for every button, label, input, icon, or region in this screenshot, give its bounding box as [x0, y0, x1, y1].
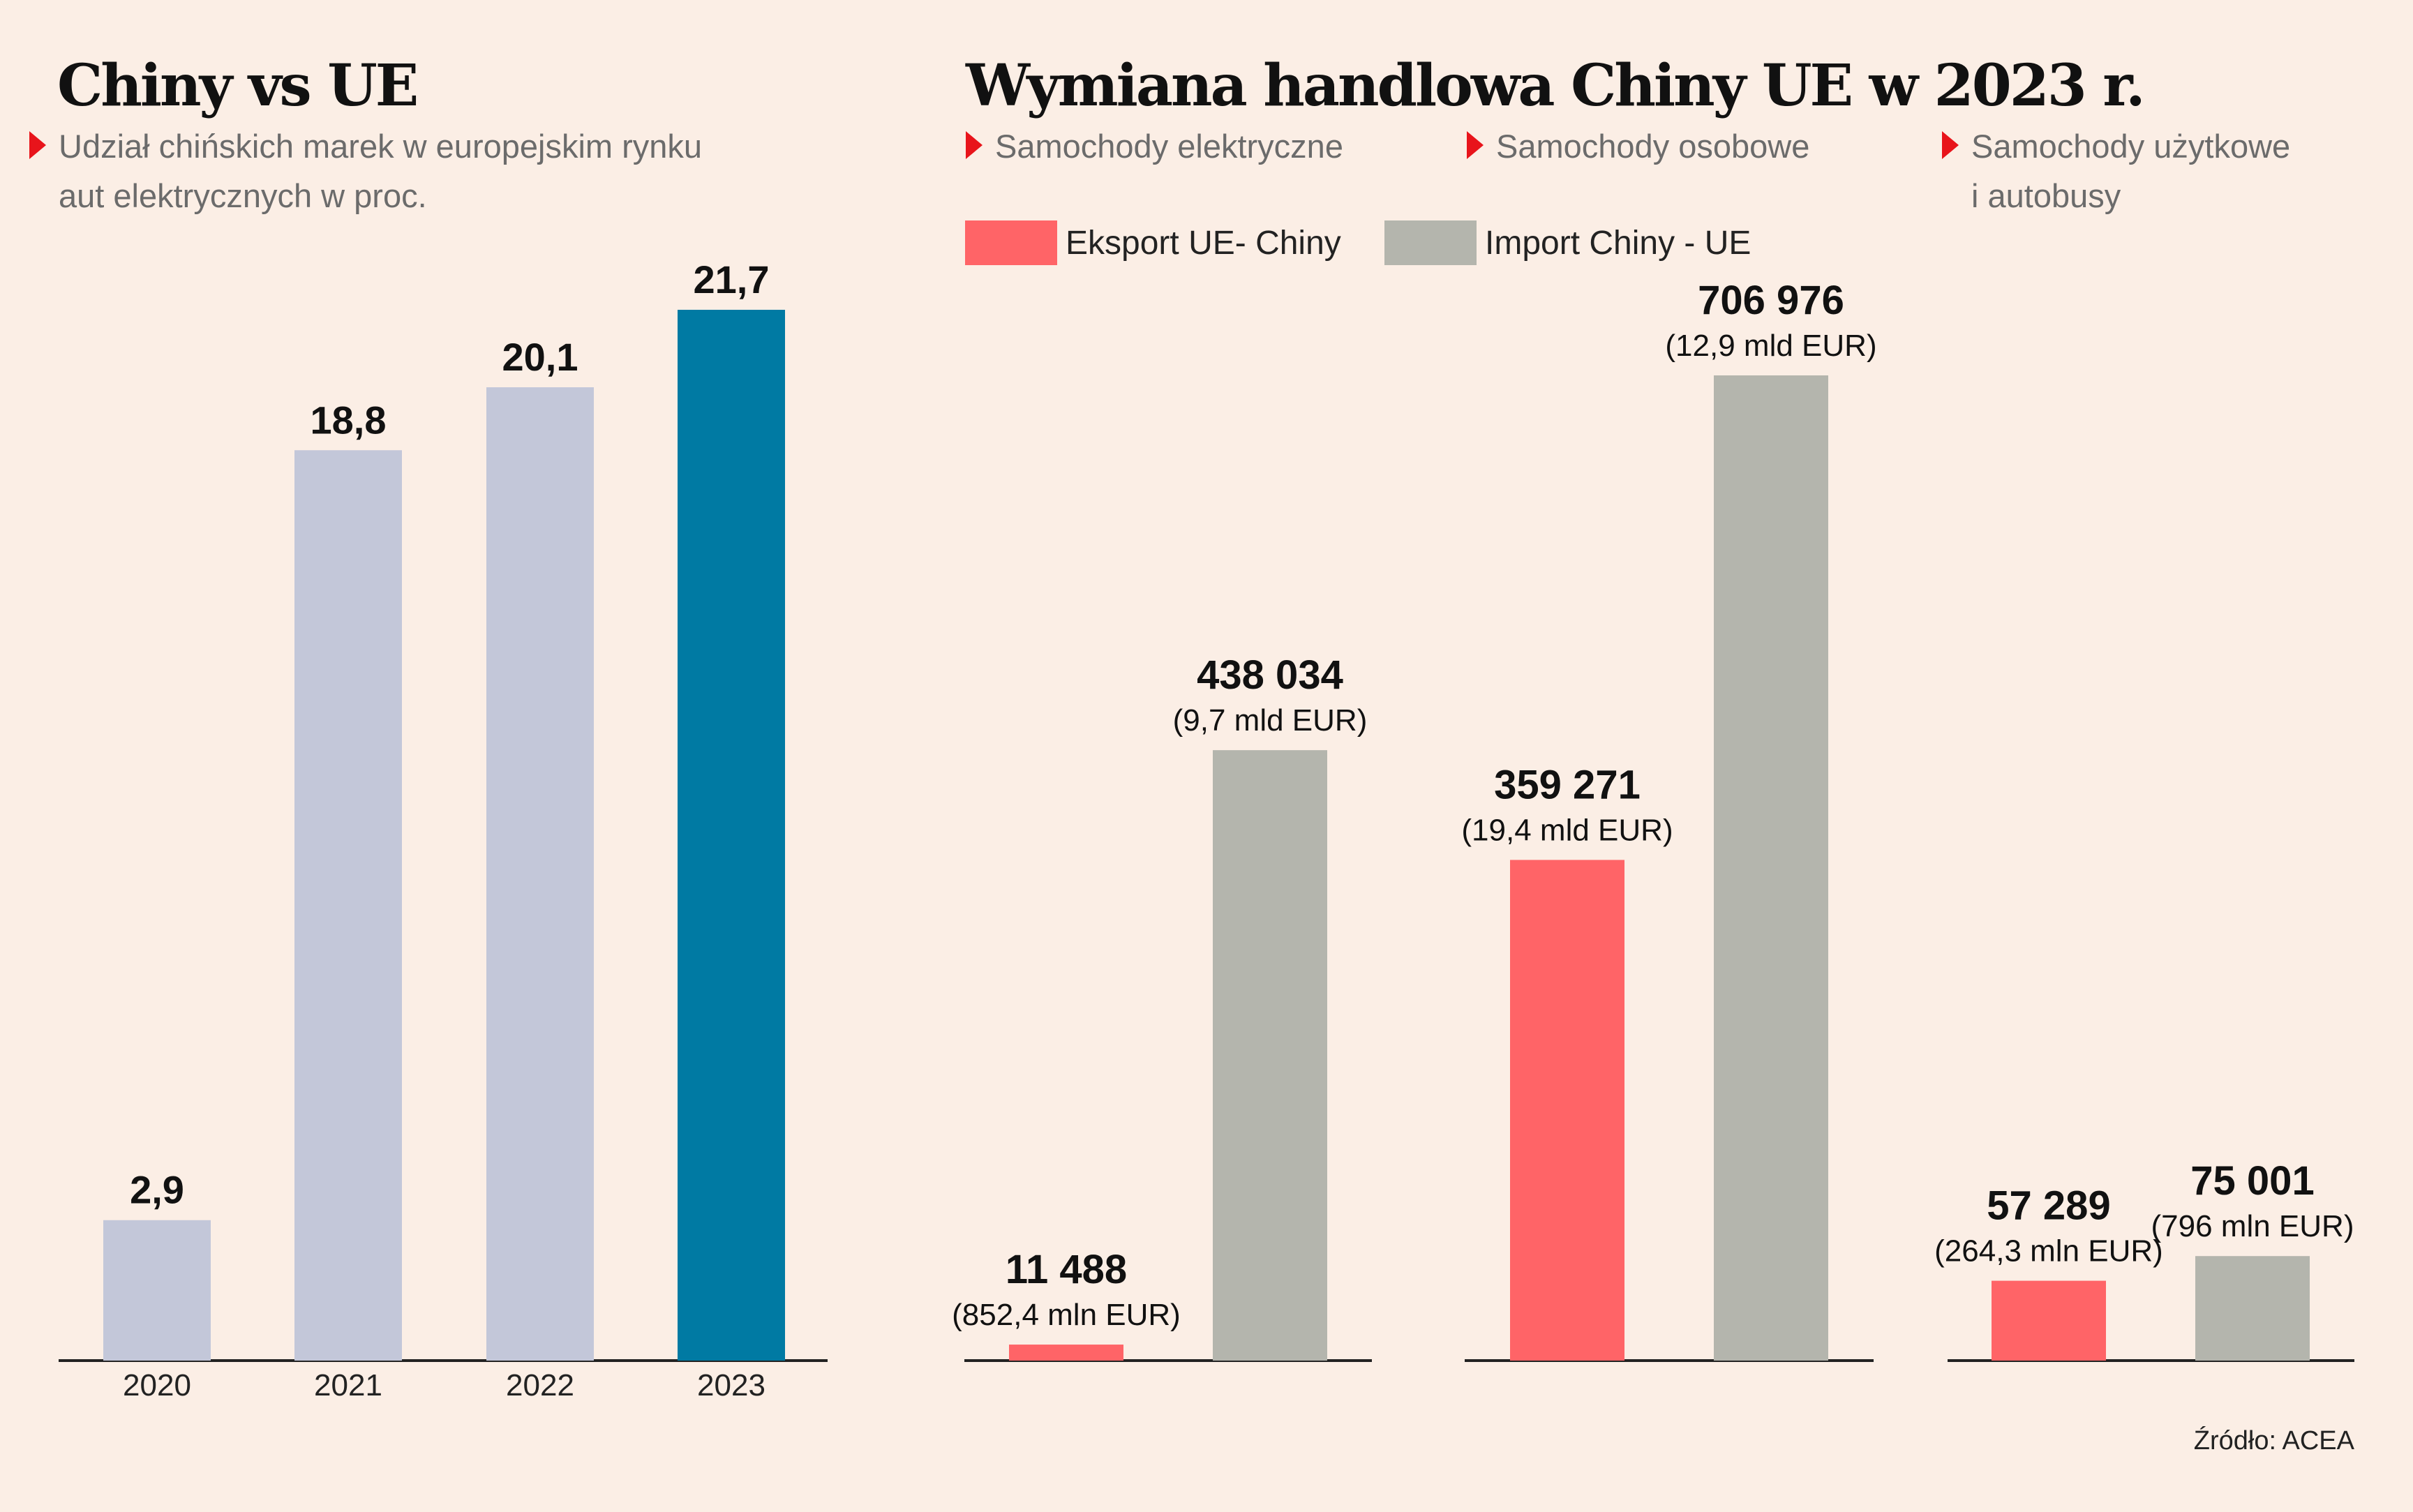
trade-bar-export-3	[1992, 1280, 2106, 1361]
legend-export: Eksport UE- Chiny	[965, 220, 1341, 265]
legend-import-label: Import Chiny - UE	[1485, 224, 1751, 262]
x-tick-label-2023: 2023	[697, 1368, 765, 1402]
triangle-bullet-icon	[29, 131, 46, 159]
share-bar-2021	[294, 450, 402, 1361]
share-value-label-2023: 21,7	[694, 257, 770, 301]
trade-value-label-import-2: 706 976	[1698, 278, 1844, 323]
left-chart-title: Chiny vs UE	[57, 52, 419, 119]
x-tick-label-2020: 2020	[123, 1368, 191, 1402]
trade-value-label-export-2: 359 271	[1494, 762, 1641, 807]
trade-sublabel-export-3: (264,3 mln EUR)	[1934, 1234, 2163, 1268]
x-tick-label-2021: 2021	[314, 1368, 382, 1402]
right-chart-title: Wymiana handlowa Chiny UE w 2023 r.	[966, 52, 2146, 119]
legend-export-swatch	[965, 220, 1057, 265]
legend-import-swatch	[1384, 220, 1477, 265]
share-value-label-2022: 20,1	[502, 335, 578, 379]
trade-sublabel-import-1: (9,7 mld EUR)	[1173, 703, 1368, 738]
trade-value-label-export-3: 57 289	[1987, 1183, 2110, 1229]
share-bar-2022	[486, 387, 594, 1361]
left-chart-subtitle: Udział chińskich marek w europejskim ryn…	[29, 121, 703, 220]
triangle-bullet-icon	[1467, 131, 1484, 159]
trade-value-label-import-1: 438 034	[1197, 652, 1343, 698]
panel-label-passenger: Samochody osobowe	[1467, 121, 1809, 171]
share-bar-2020	[103, 1220, 211, 1361]
trade-bar-export-1	[1009, 1345, 1123, 1361]
triangle-bullet-icon	[1942, 131, 1959, 159]
share-value-label-2021: 18,8	[311, 398, 387, 442]
trade-sublabel-import-2: (12,9 mld EUR)	[1665, 329, 1876, 363]
trade-sublabel-export-2: (19,4 mld EUR)	[1461, 813, 1673, 847]
legend-import: Import Chiny - UE	[1384, 220, 1751, 265]
panel-label-commercial: Samochody użytkowe i autobusy	[1942, 121, 2290, 220]
trade-bar-import-2	[1714, 375, 1828, 1361]
left-subtitle-line-1: Udział chińskich marek w europejskim ryn…	[59, 128, 703, 165]
triangle-bullet-icon	[966, 131, 983, 159]
trade-bar-import-3	[2195, 1256, 2310, 1361]
panel-label-electric: Samochody elektryczne	[966, 121, 1343, 171]
trade-sublabel-export-1: (852,4 mln EUR)	[952, 1298, 1181, 1332]
trade-bar-import-1	[1213, 750, 1327, 1361]
legend-export-label: Eksport UE- Chiny	[1066, 224, 1341, 262]
trade-value-label-import-3: 75 001	[2190, 1158, 2314, 1204]
share-bar-2023	[678, 310, 785, 1361]
x-tick-label-2022: 2022	[506, 1368, 574, 1402]
trade-bar-export-2	[1510, 860, 1624, 1361]
trade-sublabel-import-3: (796 mln EUR)	[2151, 1209, 2354, 1243]
source-note: Źródło: ACEA	[2193, 1426, 2354, 1455]
left-subtitle-line-2: aut elektrycznych w proc.	[59, 177, 427, 214]
share-value-label-2020: 2,9	[130, 1168, 184, 1212]
trade-value-label-export-1: 11 488	[1006, 1247, 1127, 1292]
